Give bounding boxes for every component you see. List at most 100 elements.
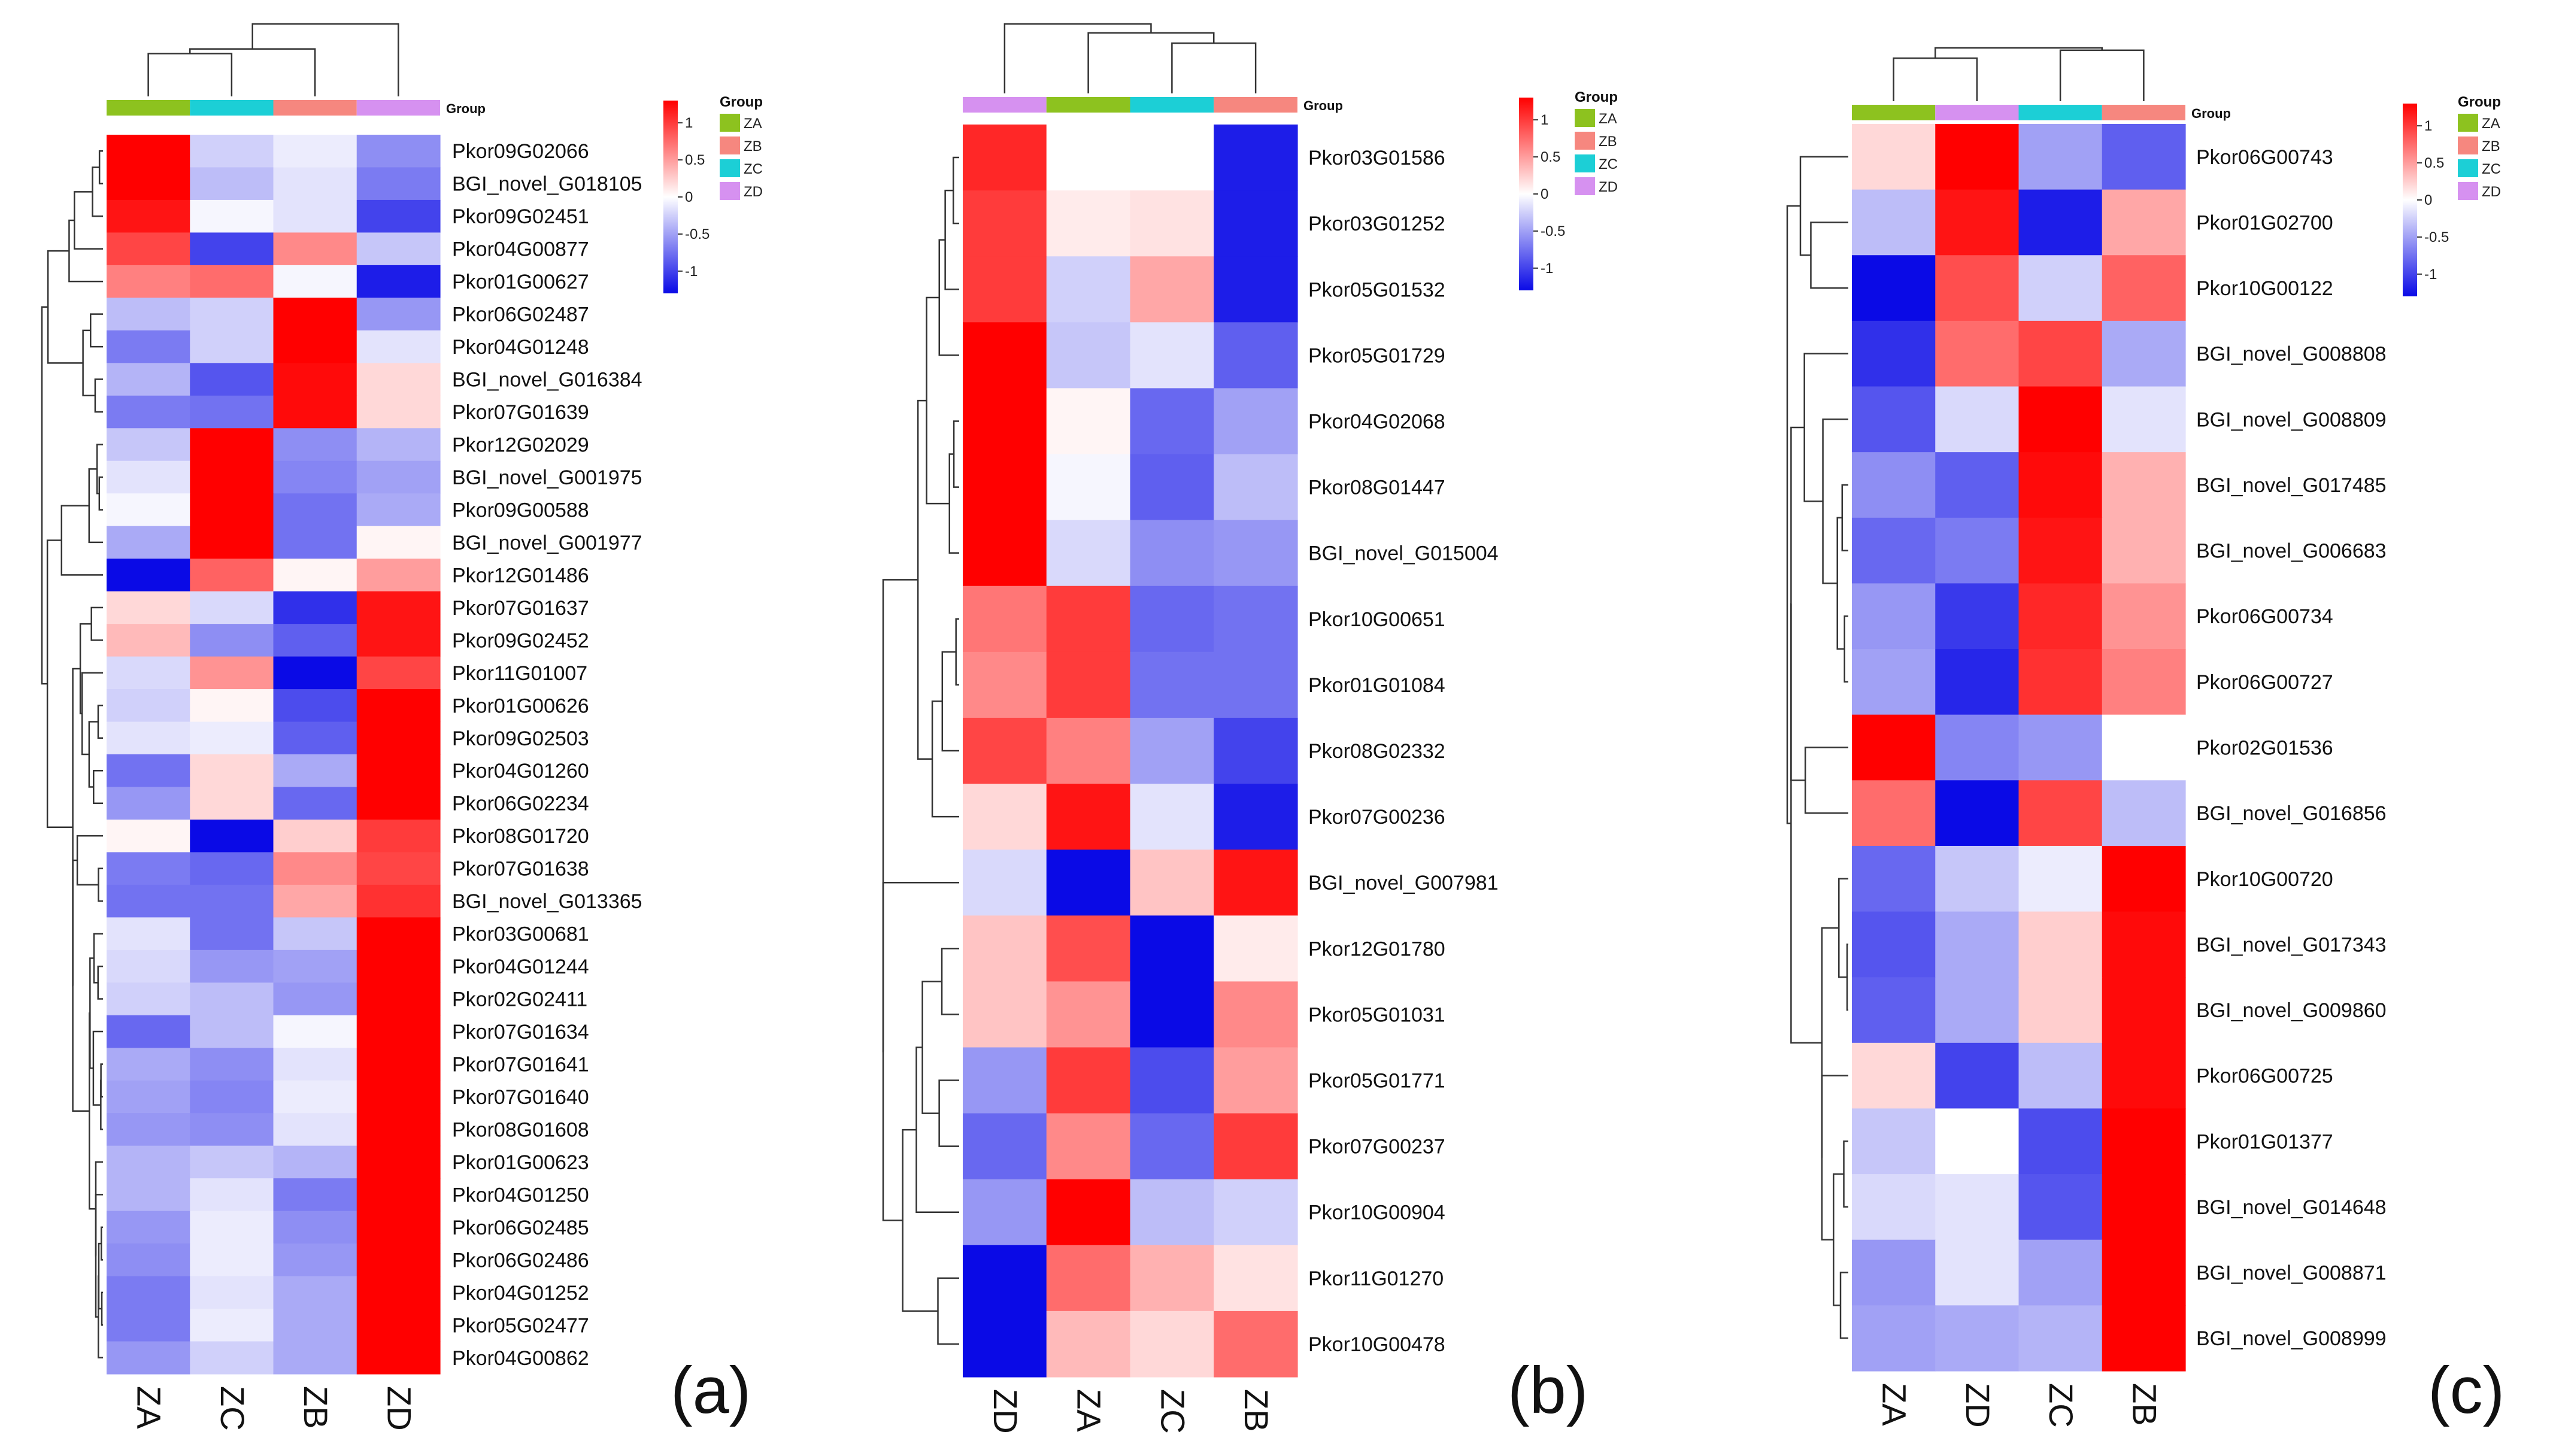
heatmap-cell [2018,255,2103,321]
legend-item-label: ZD [744,184,763,200]
heatmap-cell [107,591,190,624]
heatmap-cell [1046,1311,1131,1378]
row-dendrogram-link-10 [97,965,103,1000]
heatmap-cell [1852,255,1936,321]
group-bar-segment [356,100,440,116]
heatmap-cell [1046,915,1131,982]
heatmap-cell [2102,255,2186,321]
heatmap-cell [273,1178,357,1212]
heatmap-cell [273,395,357,429]
heatmap-cell [1046,1047,1131,1114]
heatmap-cell [107,428,190,462]
heatmap-cell [107,1145,190,1179]
heatmap-cell [107,982,190,1016]
row-dendrogram-link-1 [100,1226,103,1261]
heatmap-cell [273,950,357,983]
heatmap-cell [273,526,357,559]
heatmap-cell [1046,125,1131,191]
heatmap-cell [107,721,190,755]
heatmap-cell [1214,915,1298,982]
heatmap-cell [190,656,274,690]
heatmap-cell [1046,256,1131,323]
row-dendrogram-link-30 [72,859,90,1112]
row-label: Pkor04G02068 [1308,410,1445,433]
heatmap-cell [356,493,441,527]
heatmap-cell [107,754,190,788]
group-bar-segment [1214,97,1297,113]
column-label: ZD [987,1389,1024,1434]
heatmap-cell [107,950,190,983]
colorbar-tick-label: 0 [1541,186,1548,202]
heatmap-cell [1852,386,1936,453]
row-dendrogram-link-8 [1822,418,1848,584]
row-dendrogram-link-36 [41,306,48,685]
colorbar-tick-label: -0.5 [685,226,710,242]
heatmap-cell [1852,124,1936,190]
heatmap-cell [963,915,1047,982]
row-label: Pkor06G02485 [452,1217,589,1239]
heatmap-cell [2102,452,2186,518]
legend-item-label: ZD [1599,179,1618,195]
heatmap-cell [2018,1042,2103,1109]
row-dendrogram-link-2 [1843,1140,1848,1208]
row-label: Pkor04G01244 [452,956,589,978]
row-label: Pkor08G01447 [1308,477,1445,499]
row-label: Pkor09G00588 [452,499,589,521]
colorbar-tick-label: -1 [2424,266,2437,283]
row-label: BGI_novel_G017343 [2196,933,2387,956]
heatmap-cell [1130,1311,1214,1378]
heatmap-cell [107,1211,190,1244]
heatmap-cell [273,624,357,657]
column-label: ZD [1959,1383,1997,1428]
legend-swatch [2458,159,2478,177]
heatmap-cell [1214,1113,1298,1180]
row-dendrogram-link-16 [882,881,959,1221]
heatmap-cell [1214,190,1298,257]
row-dendrogram-link-34 [47,250,83,364]
row-dendrogram-link-16 [93,769,103,804]
heatmap-cell [273,884,357,918]
heatmap-cell [1046,981,1131,1048]
heatmap-cell [190,167,274,201]
heatmap-cell [356,298,441,331]
heatmap-cell [1214,1179,1298,1246]
row-label: Pkor06G00743 [2196,146,2333,169]
legend-swatch [720,159,740,177]
heatmap-cell [190,689,274,723]
row-label: Pkor07G00237 [1308,1136,1445,1158]
column-dendrogram-link-0 [147,53,233,96]
legend-title: Group [2458,94,2501,110]
heatmap-cell [1935,255,2020,321]
row-label: Pkor01G00626 [452,694,589,717]
row-dendrogram-link-29 [74,191,103,250]
row-label: Pkor01G00623 [452,1151,589,1174]
heatmap-cell [356,199,441,233]
heatmap-cell [107,624,190,657]
heatmap-cell [1130,190,1214,257]
heatmap-cell [963,1311,1047,1378]
heatmap-cell [1935,452,2020,518]
heatmap-cell [2102,1174,2186,1240]
heatmap-cell [273,330,357,363]
column-dendrogram-link-2 [1935,47,2103,59]
row-label: Pkor11G01007 [452,662,587,685]
heatmap-cell [190,232,274,266]
heatmap-cell [1046,784,1131,850]
heatmap-cell [107,460,190,494]
heatmap-cell [1852,977,1936,1044]
heatmap-cell [190,1309,274,1342]
heatmap-cell [2018,386,2103,453]
heatmap-cell [1214,1245,1298,1312]
row-dendrogram-link-2 [100,1063,103,1098]
heatmap-cell [107,1309,190,1342]
row-label: Pkor01G02700 [2196,211,2333,234]
row-dendrogram-link-26 [81,672,103,756]
heatmap-cell [107,493,190,527]
heatmap-panel-a: Group Pkor09G02066 BGI_novel_G018105 Pkor09… [41,23,763,1431]
row-label: Pkor08G02332 [1308,740,1445,763]
heatmap-cell [1935,517,2020,584]
heatmap-cell [2018,714,2103,781]
heatmap-cell [356,460,441,494]
row-label: Pkor03G01252 [1308,213,1445,235]
heatmap-cell [107,1048,190,1081]
